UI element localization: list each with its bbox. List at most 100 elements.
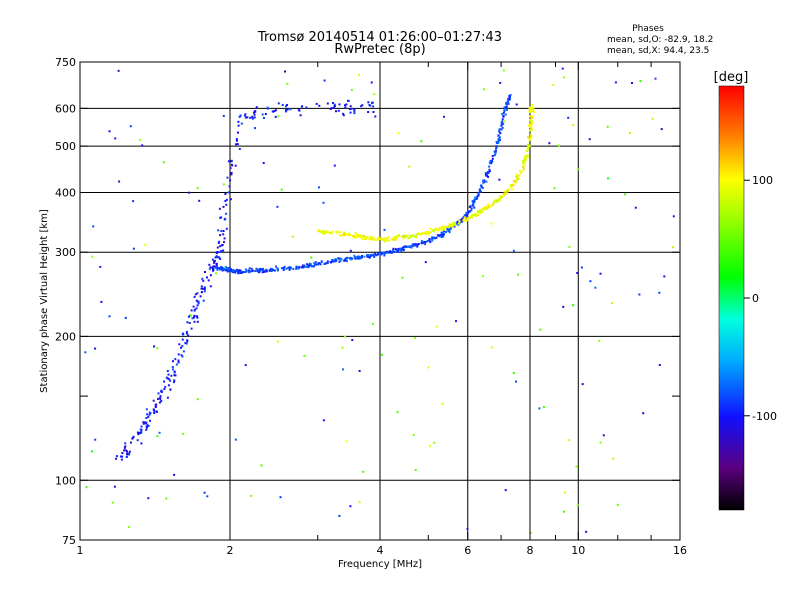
scatter-point (180, 346, 182, 349)
scatter-point (215, 266, 218, 269)
scatter-point (488, 161, 491, 164)
scatter-point (377, 236, 380, 239)
scatter-point (515, 179, 518, 182)
scatter-point (401, 276, 404, 279)
scatter-point (218, 207, 221, 210)
scatter-point (212, 269, 215, 271)
scatter-point (215, 264, 218, 267)
scatter-point (431, 236, 434, 239)
scatter-point (494, 152, 497, 155)
scatter-point (409, 245, 412, 248)
scatter-point (428, 232, 431, 235)
scatter-point (364, 235, 367, 238)
scatter-point (220, 266, 223, 268)
scatter-point (504, 489, 507, 492)
scatter-point (307, 265, 310, 268)
scatter-point (532, 111, 535, 114)
scatter-point (286, 108, 289, 111)
scatter-point (402, 237, 405, 240)
scatter-point (276, 267, 279, 270)
scatter-point (422, 241, 425, 244)
scatter-point (313, 265, 316, 268)
scatter-point (127, 452, 130, 455)
colorbar-tick-label: 100 (752, 174, 773, 187)
scatter-point (310, 256, 313, 259)
scatter-point (461, 217, 464, 220)
scatter-point (344, 104, 346, 107)
scatter-point (237, 120, 240, 123)
axis-ticks (79, 61, 681, 541)
scatter-point (501, 120, 504, 123)
scatter-point (217, 229, 220, 232)
scatter-point (449, 227, 452, 230)
scatter-point (383, 239, 385, 242)
scatter-point (509, 185, 512, 188)
scatter-point (522, 160, 525, 163)
scatter-point (174, 374, 177, 377)
scatter-point (342, 259, 345, 262)
scatter-point (115, 457, 118, 460)
scatter-point (182, 350, 185, 353)
scatter-point (361, 104, 364, 107)
scatter-point (307, 264, 310, 267)
scatter-point (202, 299, 205, 302)
scatter-point (359, 257, 362, 260)
scatter-point (173, 473, 176, 476)
scatter-point (480, 184, 483, 187)
scatter-point (527, 124, 530, 127)
scatter-point (209, 274, 212, 277)
scatter-point (397, 247, 400, 250)
scatter-point (244, 364, 247, 367)
scatter-point (138, 431, 141, 434)
scatter-point (465, 214, 467, 216)
scatter-point (333, 103, 336, 106)
scatter-point (216, 251, 219, 253)
scatter-point (299, 114, 302, 117)
scatter-point (563, 510, 565, 513)
scatter-point (515, 173, 518, 176)
scatter-point (528, 139, 531, 141)
scatter-point (344, 106, 347, 109)
scatter-point (345, 233, 348, 236)
scatter-point (367, 101, 370, 104)
scatter-point (405, 234, 408, 237)
scatter-point (440, 228, 443, 231)
scatter-point (264, 269, 267, 272)
scatter-point (473, 206, 476, 209)
scatter-point (460, 218, 463, 221)
scatter-point (234, 164, 237, 167)
scatter-point (277, 340, 280, 343)
scatter-point (180, 354, 183, 357)
scatter-point (388, 239, 391, 242)
scatter-point (196, 304, 199, 307)
scatter-point (251, 115, 254, 118)
scatter-point (100, 300, 103, 303)
scatter-point (153, 345, 156, 348)
scatter-point (298, 266, 300, 269)
scatter-point (522, 165, 525, 168)
scatter-point (215, 252, 218, 255)
scatter-point (360, 234, 362, 237)
scatter-point (353, 256, 356, 258)
scatter-point (125, 456, 128, 458)
scatter-point (409, 236, 412, 239)
scatter-point (218, 267, 221, 270)
scatter-point (522, 162, 525, 165)
scatter-point (372, 238, 375, 241)
scatter-point (402, 249, 405, 252)
scatter-point (389, 250, 392, 253)
scatter-point (123, 449, 125, 452)
scatter-point (421, 240, 423, 242)
scatter-point (126, 452, 129, 455)
scatter-point (373, 93, 376, 96)
scatter-point (481, 210, 484, 213)
scatter-point (200, 285, 203, 288)
scatter-point (236, 143, 239, 146)
scatter-point (166, 396, 169, 399)
scatter-point (407, 245, 409, 248)
scatter-point (369, 235, 372, 238)
scatter-point (371, 237, 374, 240)
scatter-point (291, 235, 294, 238)
scatter-point (412, 433, 415, 436)
scatter-point (336, 230, 339, 233)
